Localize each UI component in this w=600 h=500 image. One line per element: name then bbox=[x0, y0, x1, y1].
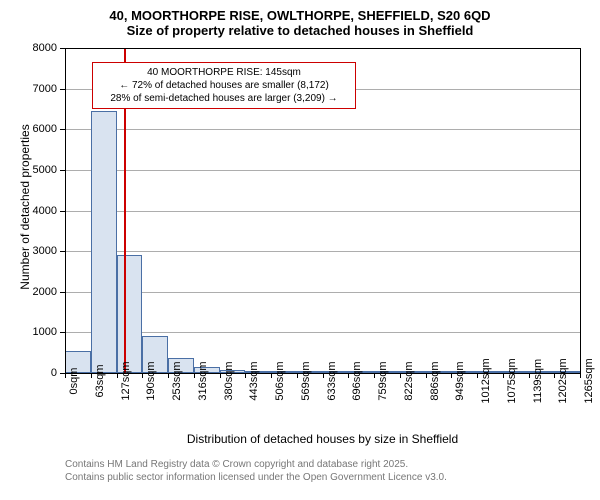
x-tick-mark bbox=[117, 373, 118, 378]
x-tick-label: 949sqm bbox=[454, 361, 466, 400]
chart-container: 40, MOORTHORPE RISE, OWLTHORPE, SHEFFIEL… bbox=[0, 0, 600, 500]
grid-line bbox=[65, 332, 580, 333]
x-tick-label: 1265sqm bbox=[583, 358, 595, 403]
x-tick-mark bbox=[477, 373, 478, 378]
x-tick-mark bbox=[91, 373, 92, 378]
x-tick-mark bbox=[323, 373, 324, 378]
x-tick-label: 633sqm bbox=[326, 361, 338, 400]
x-tick-mark bbox=[529, 373, 530, 378]
footer-line-2: Contains public sector information licen… bbox=[65, 471, 447, 484]
x-tick-label: 127sqm bbox=[120, 361, 132, 400]
x-tick-mark bbox=[65, 373, 66, 378]
grid-line bbox=[65, 292, 580, 293]
x-tick-mark bbox=[297, 373, 298, 378]
y-tick-label: 1000 bbox=[0, 326, 57, 338]
x-tick-mark bbox=[503, 373, 504, 378]
x-tick-mark bbox=[168, 373, 169, 378]
x-tick-mark bbox=[220, 373, 221, 378]
title-line-1: 40, MOORTHORPE RISE, OWLTHORPE, SHEFFIEL… bbox=[0, 8, 600, 23]
histogram-bar bbox=[117, 255, 143, 373]
footer-attribution: Contains HM Land Registry data © Crown c… bbox=[65, 458, 447, 484]
x-tick-mark bbox=[400, 373, 401, 378]
x-tick-label: 569sqm bbox=[300, 361, 312, 400]
x-tick-label: 506sqm bbox=[274, 361, 286, 400]
x-tick-label: 822sqm bbox=[403, 361, 415, 400]
y-tick-label: 3000 bbox=[0, 245, 57, 257]
x-tick-label: 1202sqm bbox=[557, 358, 569, 403]
x-tick-mark bbox=[194, 373, 195, 378]
x-tick-label: 443sqm bbox=[248, 361, 260, 400]
title-line-2: Size of property relative to detached ho… bbox=[0, 23, 600, 38]
x-tick-label: 253sqm bbox=[171, 361, 183, 400]
y-tick-label: 0 bbox=[0, 367, 57, 379]
right-axis-line bbox=[580, 48, 581, 373]
y-tick-label: 6000 bbox=[0, 123, 57, 135]
chart-title: 40, MOORTHORPE RISE, OWLTHORPE, SHEFFIEL… bbox=[0, 0, 600, 38]
callout-line-3: 28% of semi-detached houses are larger (… bbox=[99, 92, 349, 105]
x-tick-label: 190sqm bbox=[145, 361, 157, 400]
y-tick-label: 4000 bbox=[0, 205, 57, 217]
footer-line-1: Contains HM Land Registry data © Crown c… bbox=[65, 458, 447, 471]
callout-box: 40 MOORTHORPE RISE: 145sqm ← 72% of deta… bbox=[92, 62, 356, 109]
x-tick-label: 1075sqm bbox=[506, 358, 518, 403]
callout-line-1: 40 MOORTHORPE RISE: 145sqm bbox=[99, 66, 349, 79]
y-tick-label: 2000 bbox=[0, 286, 57, 298]
x-tick-mark bbox=[374, 373, 375, 378]
grid-line bbox=[65, 251, 580, 252]
x-tick-label: 759sqm bbox=[377, 361, 389, 400]
x-tick-mark bbox=[245, 373, 246, 378]
y-axis-line bbox=[65, 48, 66, 373]
callout-line-2: ← 72% of detached houses are smaller (8,… bbox=[99, 79, 349, 92]
grid-line bbox=[65, 211, 580, 212]
histogram-bar bbox=[91, 111, 117, 373]
x-tick-label: 886sqm bbox=[429, 361, 441, 400]
x-tick-label: 696sqm bbox=[351, 361, 363, 400]
x-tick-mark bbox=[142, 373, 143, 378]
y-tick-label: 7000 bbox=[0, 83, 57, 95]
x-tick-label: 380sqm bbox=[223, 361, 235, 400]
x-tick-label: 1139sqm bbox=[532, 359, 544, 403]
grid-line bbox=[65, 129, 580, 130]
x-tick-mark bbox=[580, 373, 581, 378]
grid-line bbox=[65, 170, 580, 171]
y-tick-label: 5000 bbox=[0, 164, 57, 176]
x-tick-mark bbox=[348, 373, 349, 378]
x-tick-mark bbox=[426, 373, 427, 378]
y-tick-label: 8000 bbox=[0, 42, 57, 54]
x-tick-label: 0sqm bbox=[68, 368, 80, 395]
x-tick-label: 316sqm bbox=[197, 361, 209, 400]
x-tick-label: 63sqm bbox=[94, 364, 106, 397]
x-tick-label: 1012sqm bbox=[480, 358, 492, 403]
x-tick-mark bbox=[451, 373, 452, 378]
x-tick-mark bbox=[554, 373, 555, 378]
x-tick-mark bbox=[271, 373, 272, 378]
x-axis-label: Distribution of detached houses by size … bbox=[65, 432, 580, 446]
top-axis-line bbox=[65, 48, 580, 49]
